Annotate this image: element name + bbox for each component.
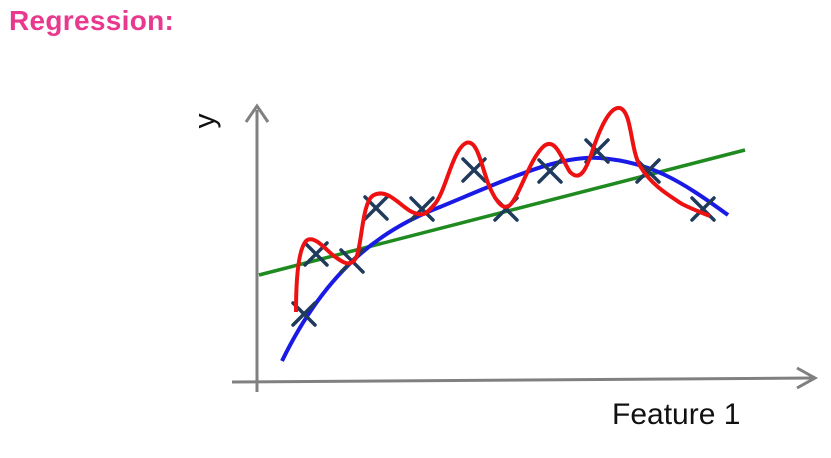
axes [231,103,819,392]
x-axis-arrowhead [796,366,819,390]
data-point-x-icon [409,196,435,222]
data-point-x-icon [537,158,563,184]
overfit-curve [294,106,711,313]
data-markers [291,138,716,327]
x-axis-line [231,376,813,384]
y-axis-arrowhead [244,103,270,123]
data-point-x-icon [690,196,716,222]
slide-title: Regression: [9,5,175,36]
x-axis-label: Feature 1 [612,398,741,431]
y-axis-label: y [188,113,222,129]
